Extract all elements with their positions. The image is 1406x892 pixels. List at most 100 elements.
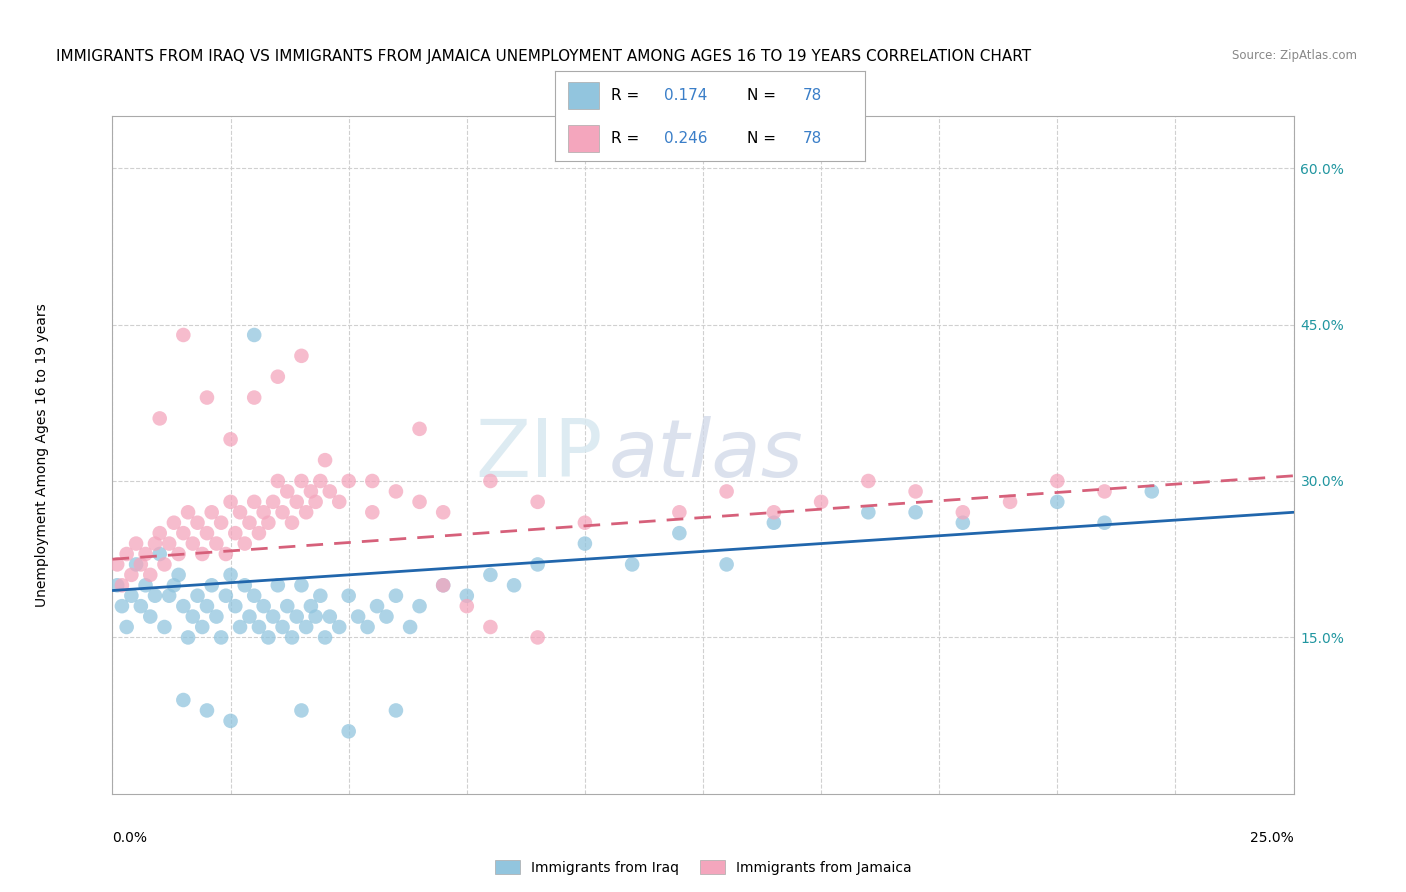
Point bbox=[195, 599, 218, 614]
Point bbox=[224, 599, 246, 614]
Point bbox=[201, 578, 224, 592]
Point bbox=[163, 516, 186, 530]
Point bbox=[149, 526, 172, 541]
Point bbox=[716, 484, 738, 499]
Point bbox=[314, 453, 336, 467]
Point bbox=[276, 599, 298, 614]
Point bbox=[219, 432, 242, 446]
Point bbox=[375, 609, 398, 624]
Point bbox=[243, 589, 266, 603]
Point bbox=[135, 547, 157, 561]
Point bbox=[998, 495, 1021, 509]
Point bbox=[177, 631, 200, 645]
Point bbox=[295, 620, 318, 634]
Point bbox=[621, 558, 644, 572]
Point bbox=[1046, 474, 1069, 488]
Point bbox=[810, 495, 832, 509]
Point bbox=[172, 693, 194, 707]
Point bbox=[952, 516, 974, 530]
Point bbox=[143, 589, 166, 603]
Point bbox=[271, 505, 294, 519]
Legend: Immigrants from Iraq, Immigrants from Jamaica: Immigrants from Iraq, Immigrants from Ja… bbox=[489, 855, 917, 880]
Text: N =: N = bbox=[747, 131, 780, 145]
Point bbox=[1140, 484, 1163, 499]
Point bbox=[432, 578, 454, 592]
Point bbox=[238, 609, 260, 624]
Point bbox=[262, 495, 284, 509]
Text: R =: R = bbox=[612, 88, 644, 103]
Point bbox=[181, 609, 204, 624]
Point bbox=[205, 609, 228, 624]
Text: R =: R = bbox=[612, 131, 644, 145]
Point bbox=[229, 620, 252, 634]
Point bbox=[157, 589, 180, 603]
Text: 78: 78 bbox=[803, 131, 823, 145]
Point bbox=[361, 474, 384, 488]
Point bbox=[668, 526, 690, 541]
Point bbox=[215, 589, 238, 603]
Point bbox=[456, 589, 478, 603]
Point bbox=[111, 599, 134, 614]
Point bbox=[195, 391, 218, 405]
Point bbox=[408, 599, 430, 614]
Point bbox=[479, 620, 502, 634]
Point bbox=[153, 620, 176, 634]
Point bbox=[526, 558, 548, 572]
Point bbox=[172, 599, 194, 614]
Point bbox=[139, 567, 162, 582]
Point bbox=[209, 631, 232, 645]
Point bbox=[281, 516, 304, 530]
Point bbox=[319, 484, 342, 499]
Point bbox=[479, 474, 502, 488]
Point bbox=[247, 620, 270, 634]
Point bbox=[281, 631, 304, 645]
Point bbox=[290, 703, 312, 717]
Point bbox=[762, 505, 785, 519]
Point bbox=[456, 599, 478, 614]
Point bbox=[172, 328, 194, 343]
Point bbox=[201, 505, 224, 519]
Point bbox=[233, 536, 256, 550]
Point bbox=[135, 578, 157, 592]
Point bbox=[668, 505, 690, 519]
Point bbox=[276, 484, 298, 499]
Text: 0.246: 0.246 bbox=[664, 131, 707, 145]
Point bbox=[105, 578, 128, 592]
Point bbox=[299, 599, 322, 614]
Point bbox=[295, 505, 318, 519]
Point bbox=[195, 703, 218, 717]
Point bbox=[177, 505, 200, 519]
Point bbox=[904, 484, 927, 499]
Text: N =: N = bbox=[747, 88, 780, 103]
Point bbox=[105, 558, 128, 572]
Point bbox=[157, 536, 180, 550]
Point bbox=[271, 620, 294, 634]
Point bbox=[257, 516, 280, 530]
Point bbox=[125, 536, 148, 550]
Point bbox=[432, 505, 454, 519]
Point bbox=[262, 609, 284, 624]
Point bbox=[356, 620, 378, 634]
Point bbox=[229, 505, 252, 519]
Point bbox=[385, 589, 408, 603]
Point bbox=[952, 505, 974, 519]
Point bbox=[125, 558, 148, 572]
Point bbox=[285, 609, 308, 624]
Point bbox=[328, 620, 350, 634]
Point bbox=[120, 567, 142, 582]
Point bbox=[762, 516, 785, 530]
Point bbox=[290, 578, 312, 592]
Point bbox=[290, 474, 312, 488]
Text: ZIP: ZIP bbox=[475, 416, 603, 494]
Point bbox=[215, 547, 238, 561]
Point bbox=[195, 526, 218, 541]
Point bbox=[526, 631, 548, 645]
Point bbox=[503, 578, 526, 592]
Point bbox=[247, 526, 270, 541]
Point bbox=[120, 589, 142, 603]
Point bbox=[219, 567, 242, 582]
Point bbox=[904, 505, 927, 519]
Point bbox=[115, 620, 138, 634]
Point bbox=[149, 547, 172, 561]
Point bbox=[314, 631, 336, 645]
